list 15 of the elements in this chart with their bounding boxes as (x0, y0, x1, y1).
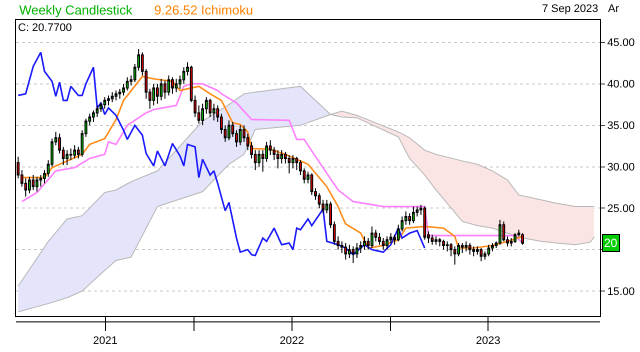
chart-subtitle: 9.26.52 Ichimoku (154, 2, 254, 18)
chart-title: Weekly Candlestick (19, 2, 133, 18)
text: Ar (608, 3, 620, 15)
annotation: 20 (604, 236, 618, 250)
annotation: C: 20.7700 (18, 22, 72, 34)
y-tick-label: 30.00 (607, 162, 635, 174)
y-tick-label: 15.00 (607, 286, 635, 298)
x-tick-label: 2022 (280, 335, 304, 348)
y-tick-label: 40.00 (607, 78, 635, 91)
y-tick-label: 25.00 (607, 203, 635, 216)
text: 7 Sep 2023 (542, 3, 598, 15)
x-tick-label: 2021 (93, 335, 118, 348)
y-tick-label: 35.00 (607, 120, 635, 132)
x-tick-label: 2023 (476, 335, 500, 348)
y-tick-label: 45.00 (607, 37, 635, 50)
